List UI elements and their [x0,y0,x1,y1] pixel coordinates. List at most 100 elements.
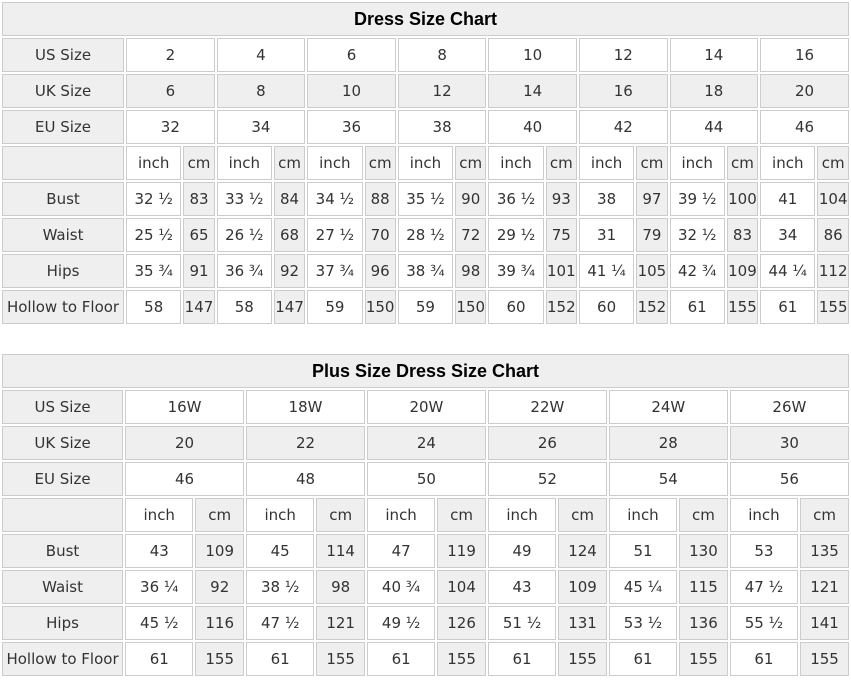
inch-value-cell: 47 ½ [729,570,799,604]
table-title: Plus Size Dress Size Chart [2,354,849,388]
row-label-empty [2,146,125,180]
inch-value-cell: 60 [488,290,544,324]
unit-inch-cell: inch [608,498,678,532]
size-value-cell: 30 [729,426,849,460]
inch-value-cell: 43 [125,534,194,568]
size-value-cell: 46 [125,462,245,496]
row-label: US Size [2,390,124,424]
cm-value-cell: 75 [545,218,577,252]
inch-value-cell: 27 ½ [307,218,363,252]
row-label: Bust [2,534,124,568]
inch-value-cell: 25 ½ [126,218,182,252]
inch-value-cell: 51 [608,534,678,568]
cm-value-cell: 155 [817,290,849,324]
cm-value-cell: 83 [183,182,215,216]
inch-value-cell: 41 [760,182,816,216]
unit-inch-cell: inch [729,498,799,532]
cm-value-cell: 155 [437,642,486,676]
cm-value-cell: 155 [800,642,849,676]
table-title: Dress Size Chart [2,2,849,36]
cm-value-cell: 155 [558,642,607,676]
cm-value-cell: 121 [800,570,849,604]
inch-value-cell: 32 ½ [126,182,182,216]
inch-value-cell: 49 [487,534,557,568]
size-value-cell: 34 [216,110,306,144]
inch-value-cell: 43 [487,570,557,604]
cm-value-cell: 88 [364,182,396,216]
unit-cm-cell: cm [437,498,486,532]
measure-row: Bust 43 109 45 114 47 119 49 124 51 130 53 135 [2,534,849,568]
cm-value-cell: 126 [437,606,486,640]
unit-inch-cell: inch [246,498,315,532]
size-row: UK Size 6 8 10 12 14 16 18 20 [2,74,849,108]
unit-cm-cell: cm [273,146,306,180]
cm-value-cell: 116 [195,606,245,640]
cm-value-cell: 150 [455,290,487,324]
row-label: EU Size [2,110,125,144]
table-gap [0,326,851,352]
cm-value-cell: 70 [364,218,396,252]
inch-value-cell: 51 ½ [487,606,557,640]
size-value-cell: 14 [669,38,759,72]
size-value-cell: 54 [608,462,728,496]
cm-value-cell: 109 [726,254,759,288]
unit-inch-cell: inch [125,498,194,532]
row-label-empty [2,498,124,532]
size-value-cell: 6 [126,74,215,108]
size-row: EU Size 32 34 36 38 40 42 44 46 [2,110,849,144]
size-value-cell: 10 [307,74,396,108]
cm-value-cell: 91 [183,254,215,288]
inch-value-cell: 61 [487,642,557,676]
cm-value-cell: 90 [455,182,487,216]
size-value-cell: 18 [669,74,759,108]
measure-row: Hollow to Floor 58 147 58 147 59 150 59 150 60 152… [2,290,849,324]
cm-value-cell: 152 [636,290,668,324]
cm-value-cell: 98 [455,254,487,288]
cm-value-cell: 147 [273,290,306,324]
measure-row: Bust 32 ½ 83 33 ½ 84 34 ½ 88 35 ½ 90 36 ½ 93 38 97 39… [2,182,849,216]
inch-value-cell: 55 ½ [729,606,799,640]
row-label: EU Size [2,462,124,496]
cm-value-cell: 79 [636,218,668,252]
unit-cm-cell: cm [545,146,577,180]
unit-inch-cell: inch [760,146,816,180]
cm-value-cell: 147 [183,290,215,324]
plus-size-dress-size-chart-table: Plus Size Dress Size Chart US Size 16W 18W 2… [0,352,851,678]
inch-value-cell: 33 ½ [216,182,272,216]
size-value-cell: 32 [126,110,215,144]
unit-cm-cell: cm [726,146,759,180]
inch-value-cell: 38 ¾ [397,254,454,288]
unit-inch-cell: inch [669,146,725,180]
inch-value-cell: 32 ½ [669,218,725,252]
inch-value-cell: 38 [578,182,635,216]
unit-cm-cell: cm [316,498,365,532]
inch-value-cell: 42 ¾ [669,254,725,288]
unit-row: inch cm inch cm inch cm inch cm inch cm inch cm inch… [2,146,849,180]
inch-value-cell: 34 [760,218,816,252]
inch-value-cell: 36 ¼ [125,570,194,604]
inch-value-cell: 41 ¼ [578,254,635,288]
unit-cm-cell: cm [679,498,728,532]
cm-value-cell: 109 [195,534,245,568]
cm-value-cell: 155 [195,642,245,676]
cm-value-cell: 115 [679,570,728,604]
cm-value-cell: 155 [726,290,759,324]
inch-value-cell: 28 ½ [397,218,454,252]
cm-value-cell: 83 [726,218,759,252]
inch-value-cell: 39 ¾ [488,254,544,288]
cm-value-cell: 136 [679,606,728,640]
size-value-cell: 16 [578,74,668,108]
inch-value-cell: 29 ½ [488,218,544,252]
measure-row: Hips 45 ½ 116 47 ½ 121 49 ½ 126 51 ½ 131 53 ½ 136 5… [2,606,849,640]
size-value-cell: 36 [307,110,396,144]
cm-value-cell: 135 [800,534,849,568]
size-value-cell: 14 [488,74,577,108]
inch-value-cell: 61 [246,642,315,676]
size-value-cell: 26W [729,390,849,424]
unit-cm-cell: cm [558,498,607,532]
inch-value-cell: 26 ½ [216,218,272,252]
inch-value-cell: 61 [366,642,436,676]
size-value-cell: 10 [488,38,577,72]
size-value-cell: 12 [397,74,487,108]
